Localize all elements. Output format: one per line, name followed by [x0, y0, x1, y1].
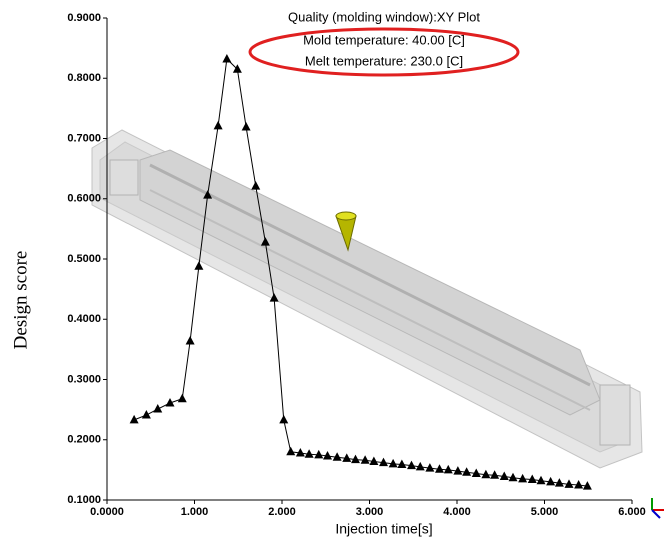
part-render [92, 130, 642, 468]
axis-triad [652, 498, 664, 518]
x-tick-label: 1.000 [181, 506, 209, 518]
triangle-marker [574, 480, 583, 489]
triangle-marker [490, 470, 499, 479]
annotation: Melt temperature: 230.0 [C] [305, 53, 463, 68]
y-tick-label: 0.1000 [67, 494, 101, 506]
annotation: Mold temperature: 40.00 [C] [303, 32, 465, 47]
triangle-marker [286, 447, 295, 456]
x-tick-label: 0.0000 [90, 506, 124, 518]
y-tick-label: 0.6000 [67, 193, 101, 205]
y-tick-label: 0.5000 [67, 253, 101, 265]
triangle-marker [142, 410, 151, 419]
triangle-marker [242, 122, 251, 131]
triangle-marker [222, 54, 231, 63]
triangle-marker [361, 455, 370, 464]
y-tick-label: 0.9000 [67, 12, 101, 24]
x-tick-label: 4.000 [443, 506, 471, 518]
x-axis-label: Injection time[s] [335, 521, 432, 537]
y-tick-label: 0.3000 [67, 373, 101, 385]
triangle-marker [186, 336, 195, 345]
chart: Quality (molding window):XY Plot Mold te… [0, 0, 670, 543]
triangle-marker [528, 475, 537, 484]
y-tick-label: 0.2000 [67, 434, 101, 446]
x-tick-label: 2.000 [268, 506, 296, 518]
y-tick-label: 0.4000 [67, 313, 101, 325]
triangle-marker [444, 465, 453, 474]
triangle-marker [214, 121, 223, 130]
y-axis-label: Design score [10, 251, 31, 350]
triangle-marker [314, 450, 323, 459]
chart-title: Quality (molding window):XY Plot [288, 9, 480, 24]
triangle-marker [153, 404, 162, 413]
y-tick-label: 0.8000 [67, 72, 101, 84]
triangle-marker [178, 394, 187, 403]
x-tick-label: 5.000 [531, 506, 559, 518]
x-tick-label: 3.000 [356, 506, 384, 518]
y-tick-label: 0.7000 [67, 132, 101, 144]
triangle-marker [251, 181, 260, 190]
x-tick-label: 6.000 [618, 506, 646, 518]
triangle-marker [279, 415, 288, 424]
triangle-marker [397, 459, 406, 468]
